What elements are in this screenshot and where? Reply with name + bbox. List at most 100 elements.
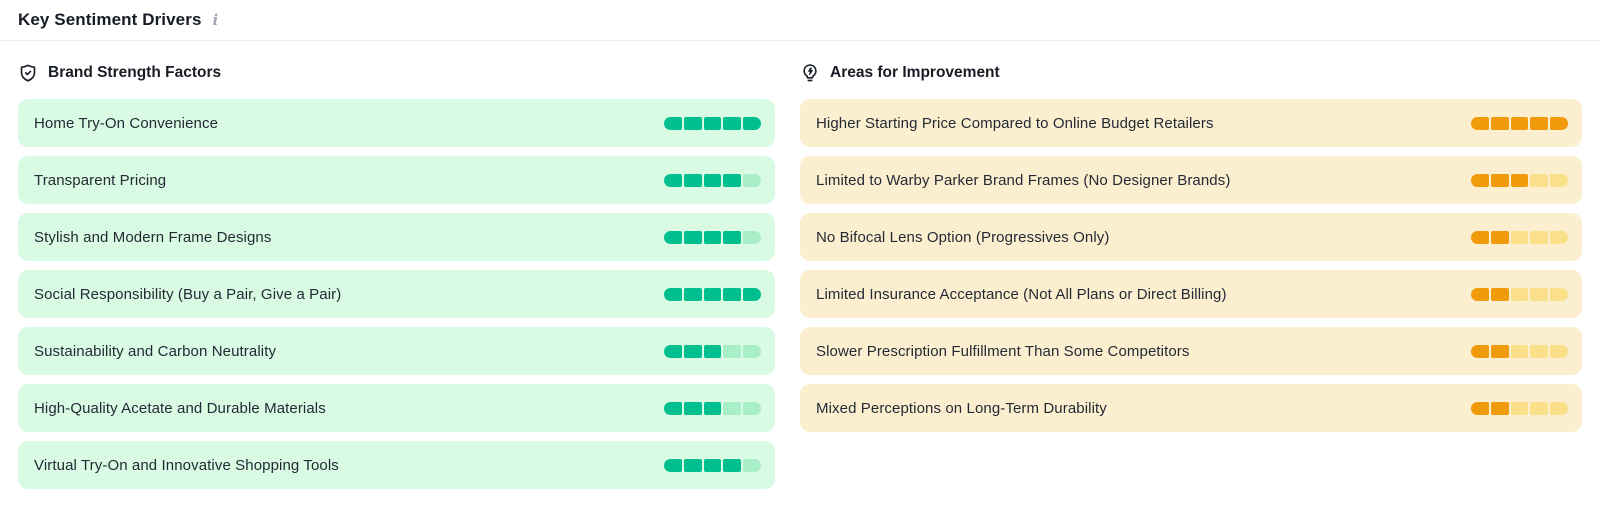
- score-segment-filled: [743, 287, 761, 301]
- item-label: Home Try-On Convenience: [34, 114, 219, 132]
- score-segment-empty: [1550, 230, 1568, 244]
- score-bar: [1471, 116, 1568, 130]
- score-segment-empty: [743, 344, 761, 358]
- score-bar: [1471, 401, 1568, 415]
- score-bar: [664, 344, 761, 358]
- score-segment-filled: [664, 401, 682, 415]
- score-segment-filled: [1490, 230, 1509, 244]
- score-segment-empty: [1530, 401, 1549, 415]
- score-bar: [1471, 230, 1568, 244]
- shield-check-icon: [18, 63, 38, 83]
- list-item: Home Try-On Convenience: [18, 99, 775, 147]
- strengths-list: Home Try-On Convenience Transparent Prici…: [18, 99, 775, 489]
- score-segment-filled: [1490, 173, 1509, 187]
- list-item: Higher Starting Price Compared to Online…: [800, 99, 1582, 147]
- score-segment-filled: [683, 401, 702, 415]
- score-segment-filled: [664, 458, 682, 472]
- score-segment-filled: [703, 287, 722, 301]
- item-label: High-Quality Acetate and Durable Materia…: [34, 399, 326, 417]
- score-segment-filled: [1490, 401, 1509, 415]
- item-label: Virtual Try-On and Innovative Shopping T…: [34, 456, 339, 474]
- score-segment-filled: [703, 173, 722, 187]
- item-label: Sustainability and Carbon Neutrality: [34, 342, 277, 360]
- page-title: Key Sentiment Drivers: [18, 10, 202, 29]
- score-bar: [664, 287, 761, 301]
- item-label: Slower Prescription Fulfillment Than Som…: [816, 342, 1190, 360]
- score-bar: [1471, 287, 1568, 301]
- score-segment-filled: [1471, 116, 1489, 130]
- score-segment-empty: [743, 230, 761, 244]
- list-item: Limited Insurance Acceptance (Not All Pl…: [800, 270, 1582, 318]
- score-segment-filled: [1471, 287, 1489, 301]
- score-segment-filled: [723, 173, 742, 187]
- score-segment-empty: [1550, 287, 1568, 301]
- score-segment-empty: [743, 458, 761, 472]
- score-segment-filled: [1510, 116, 1529, 130]
- item-label: Mixed Perceptions on Long-Term Durabilit…: [816, 399, 1107, 417]
- score-bar: [1471, 344, 1568, 358]
- score-segment-filled: [1510, 173, 1529, 187]
- improvements-section: Areas for Improvement Higher Starting Pr…: [800, 61, 1582, 498]
- score-segment-filled: [664, 173, 682, 187]
- score-segment-empty: [1510, 344, 1529, 358]
- improvements-header: Areas for Improvement: [800, 61, 1582, 85]
- score-segment-filled: [664, 344, 682, 358]
- list-item: Transparent Pricing: [18, 156, 775, 204]
- list-item: Virtual Try-On and Innovative Shopping T…: [18, 441, 775, 489]
- score-segment-filled: [664, 116, 682, 130]
- score-segment-filled: [723, 287, 742, 301]
- score-bar: [664, 458, 761, 472]
- item-label: Higher Starting Price Compared to Online…: [816, 114, 1214, 132]
- item-label: Social Responsibility (Buy a Pair, Give …: [34, 285, 342, 303]
- score-segment-filled: [703, 344, 722, 358]
- section-title: Areas for Improvement: [830, 64, 1000, 81]
- score-segment-filled: [683, 344, 702, 358]
- list-item: Sustainability and Carbon Neutrality: [18, 327, 775, 375]
- lightbulb-bolt-icon: [800, 63, 820, 83]
- item-label: Stylish and Modern Frame Designs: [34, 228, 272, 246]
- list-item: Stylish and Modern Frame Designs: [18, 213, 775, 261]
- score-segment-empty: [1530, 287, 1549, 301]
- score-segment-filled: [683, 173, 702, 187]
- score-segment-filled: [1471, 344, 1489, 358]
- list-item: Limited to Warby Parker Brand Frames (No…: [800, 156, 1582, 204]
- score-segment-filled: [703, 458, 722, 472]
- score-segment-empty: [723, 344, 742, 358]
- score-segment-filled: [683, 287, 702, 301]
- score-bar: [664, 401, 761, 415]
- strengths-header: Brand Strength Factors: [18, 61, 775, 85]
- score-bar: [664, 116, 761, 130]
- score-segment-filled: [1471, 173, 1489, 187]
- score-segment-filled: [1490, 344, 1509, 358]
- item-label: Limited to Warby Parker Brand Frames (No…: [816, 171, 1231, 189]
- sentiment-columns: Brand Strength Factors Home Try-On Conve…: [0, 41, 1600, 498]
- score-segment-filled: [1550, 116, 1568, 130]
- score-segment-filled: [1471, 401, 1489, 415]
- list-item: High-Quality Acetate and Durable Materia…: [18, 384, 775, 432]
- score-segment-empty: [743, 401, 761, 415]
- score-bar: [1471, 173, 1568, 187]
- score-segment-empty: [1530, 230, 1549, 244]
- score-segment-filled: [703, 116, 722, 130]
- item-label: No Bifocal Lens Option (Progressives Onl…: [816, 228, 1110, 246]
- score-segment-empty: [1510, 230, 1529, 244]
- score-segment-filled: [1530, 116, 1549, 130]
- score-segment-filled: [664, 230, 682, 244]
- score-segment-filled: [743, 116, 761, 130]
- score-segment-filled: [1490, 287, 1509, 301]
- score-segment-filled: [683, 458, 702, 472]
- score-segment-filled: [683, 116, 702, 130]
- score-segment-filled: [723, 458, 742, 472]
- list-item: Slower Prescription Fulfillment Than Som…: [800, 327, 1582, 375]
- list-item: Social Responsibility (Buy a Pair, Give …: [18, 270, 775, 318]
- score-bar: [664, 173, 761, 187]
- score-segment-empty: [1550, 401, 1568, 415]
- list-item: Mixed Perceptions on Long-Term Durabilit…: [800, 384, 1582, 432]
- score-segment-filled: [664, 287, 682, 301]
- score-segment-empty: [1550, 344, 1568, 358]
- score-segment-empty: [1510, 401, 1529, 415]
- score-segment-filled: [703, 230, 722, 244]
- info-icon[interactable]: i: [212, 10, 219, 29]
- improvements-list: Higher Starting Price Compared to Online…: [800, 99, 1582, 432]
- score-segment-filled: [723, 230, 742, 244]
